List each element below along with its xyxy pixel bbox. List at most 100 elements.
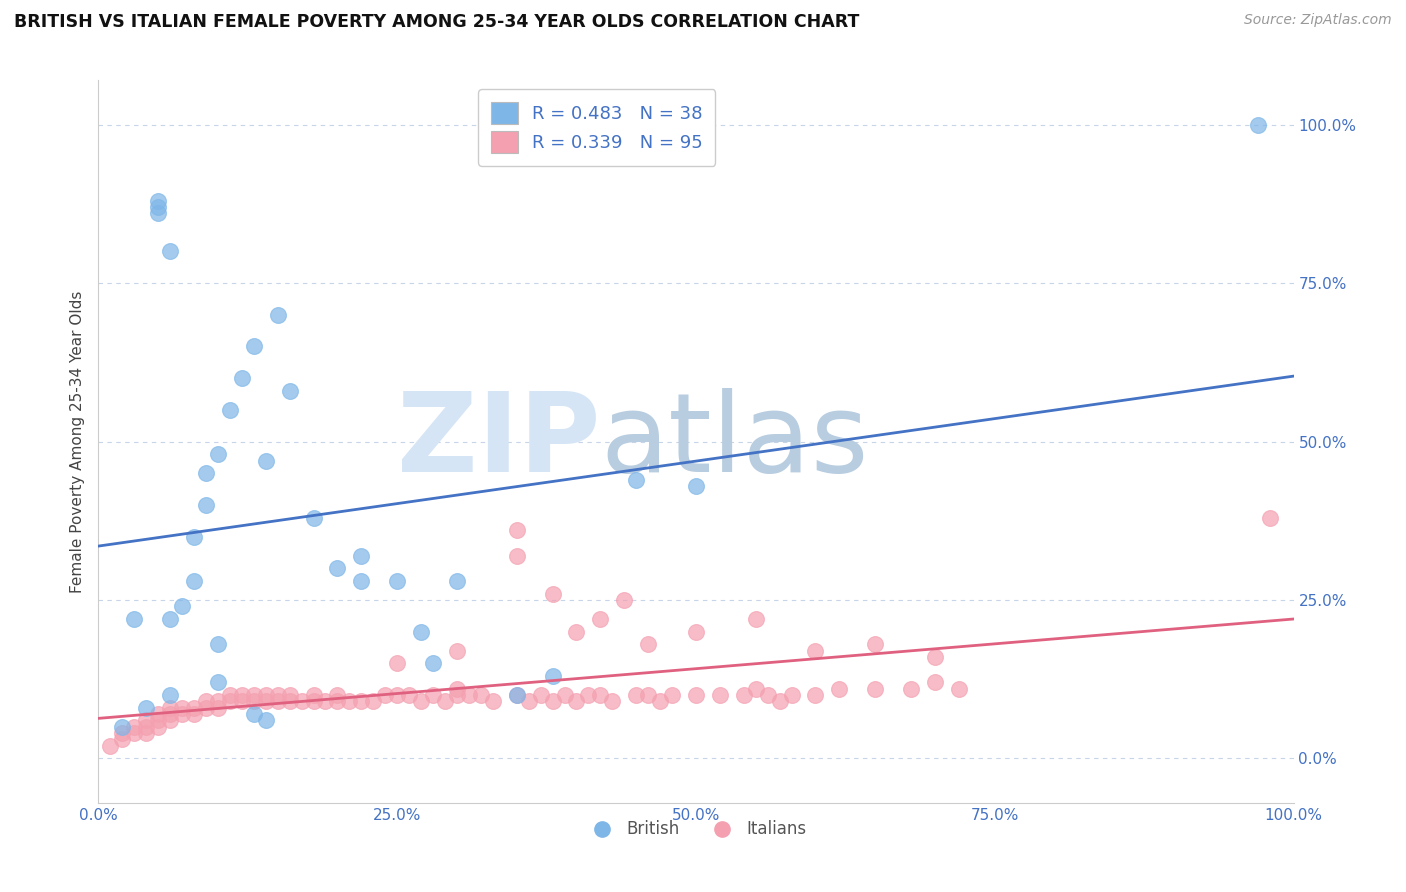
Point: [172, 707, 194, 722]
Point: [207, 700, 229, 714]
Point: [135, 700, 157, 714]
Point: [302, 688, 325, 702]
Point: [374, 688, 396, 702]
Point: [243, 707, 266, 722]
Point: [231, 371, 253, 385]
Point: [195, 498, 218, 512]
Point: [506, 688, 529, 702]
Point: [924, 650, 946, 665]
Point: [148, 720, 170, 734]
Point: [98, 739, 122, 753]
Point: [541, 587, 564, 601]
Point: [159, 707, 181, 722]
Point: [422, 688, 444, 702]
Point: [685, 479, 707, 493]
Point: [517, 694, 540, 708]
Point: [207, 637, 229, 651]
Point: [291, 694, 314, 708]
Point: [733, 688, 755, 702]
Point: [124, 612, 146, 626]
Point: [207, 447, 229, 461]
Point: [124, 720, 146, 734]
Point: [948, 681, 970, 696]
Point: [565, 624, 588, 639]
Point: [780, 688, 803, 702]
Point: [900, 681, 922, 696]
Point: [278, 384, 301, 398]
Text: ZIP: ZIP: [396, 388, 600, 495]
Point: [231, 694, 253, 708]
Point: [326, 688, 349, 702]
Point: [254, 688, 277, 702]
Point: [267, 308, 290, 322]
Point: [302, 694, 325, 708]
Point: [267, 694, 290, 708]
Point: [745, 612, 768, 626]
Point: [267, 688, 290, 702]
Point: [195, 700, 218, 714]
Point: [183, 530, 205, 544]
Point: [828, 681, 851, 696]
Point: [195, 467, 218, 481]
Point: [231, 688, 253, 702]
Point: [481, 694, 505, 708]
Point: [111, 726, 134, 740]
Point: [589, 688, 612, 702]
Point: [446, 681, 468, 696]
Point: [446, 688, 468, 702]
Text: BRITISH VS ITALIAN FEMALE POVERTY AMONG 25-34 YEAR OLDS CORRELATION CHART: BRITISH VS ITALIAN FEMALE POVERTY AMONG …: [14, 13, 859, 31]
Point: [148, 200, 170, 214]
Point: [195, 694, 218, 708]
Point: [685, 688, 707, 702]
Point: [159, 714, 181, 728]
Y-axis label: Female Poverty Among 25-34 Year Olds: Female Poverty Among 25-34 Year Olds: [70, 291, 86, 592]
Point: [385, 574, 409, 588]
Point: [637, 637, 659, 651]
Point: [626, 688, 648, 702]
Point: [411, 694, 433, 708]
Point: [350, 549, 373, 563]
Point: [124, 726, 146, 740]
Point: [613, 593, 636, 607]
Point: [207, 675, 229, 690]
Point: [506, 549, 529, 563]
Point: [506, 688, 529, 702]
Point: [756, 688, 779, 702]
Point: [506, 523, 529, 537]
Point: [648, 694, 672, 708]
Point: [804, 688, 827, 702]
Point: [315, 694, 337, 708]
Point: [243, 688, 266, 702]
Point: [626, 473, 648, 487]
Point: [148, 707, 170, 722]
Point: [685, 624, 707, 639]
Point: [302, 510, 325, 524]
Point: [243, 694, 266, 708]
Point: [278, 688, 301, 702]
Point: [458, 688, 481, 702]
Point: [135, 720, 157, 734]
Point: [1258, 510, 1281, 524]
Text: atlas: atlas: [600, 388, 869, 495]
Point: [254, 714, 277, 728]
Point: [602, 694, 624, 708]
Point: [385, 688, 409, 702]
Point: [326, 694, 349, 708]
Point: [159, 700, 181, 714]
Point: [148, 194, 170, 208]
Point: [148, 206, 170, 220]
Text: Source: ZipAtlas.com: Source: ZipAtlas.com: [1244, 13, 1392, 28]
Point: [219, 694, 242, 708]
Point: [541, 694, 564, 708]
Point: [278, 694, 301, 708]
Point: [159, 612, 181, 626]
Point: [172, 700, 194, 714]
Point: [339, 694, 361, 708]
Point: [350, 574, 373, 588]
Legend: British, Italians: British, Italians: [578, 814, 814, 845]
Point: [326, 561, 349, 575]
Point: [589, 612, 612, 626]
Point: [804, 643, 827, 657]
Point: [422, 657, 444, 671]
Point: [254, 694, 277, 708]
